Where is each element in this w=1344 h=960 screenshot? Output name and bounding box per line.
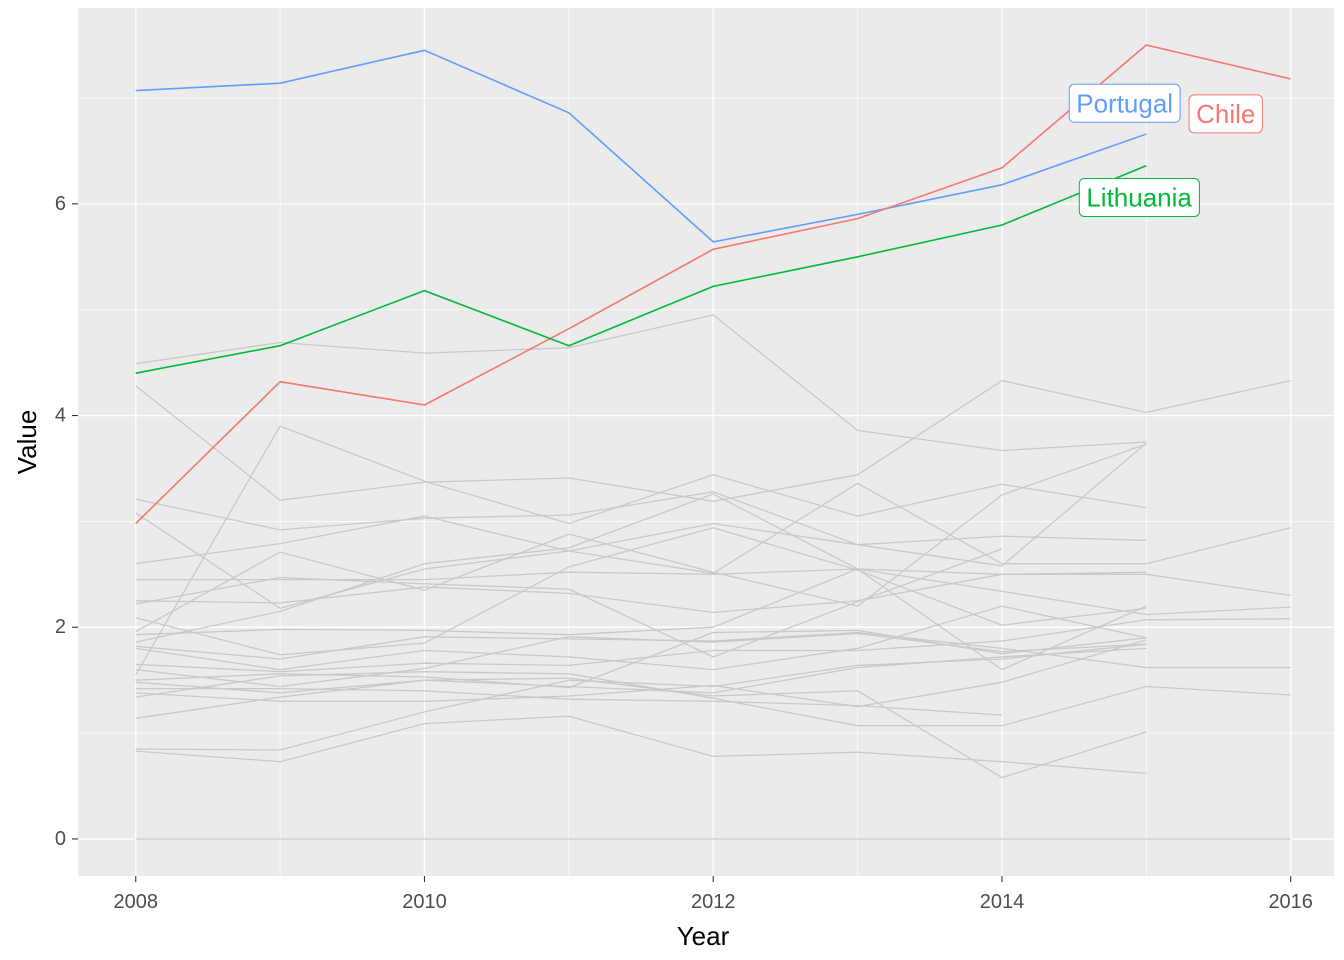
background-series-line [135, 632, 1147, 688]
background-series-line [135, 677, 1147, 779]
minor-gridlines [78, 8, 1334, 876]
background-series-line [135, 493, 1147, 671]
series-label-portugal: Portugal [1068, 83, 1181, 123]
background-series-line [135, 425, 1147, 676]
plot-panel [78, 8, 1334, 876]
y-axis-title: Value [12, 410, 42, 475]
background-series-line [135, 629, 1147, 689]
background-series-line [135, 639, 1147, 708]
background-series-line [135, 605, 1147, 671]
background-series-line [135, 715, 1147, 774]
x-tick-label: 2012 [691, 891, 736, 913]
x-axis: 2008 2010 2012 2014 2016 [113, 876, 1313, 913]
background-series-lines [135, 314, 1291, 840]
x-tick-label: 2008 [113, 891, 158, 913]
y-tick-label: 0 [55, 828, 66, 850]
x-tick-label: 2014 [980, 891, 1025, 913]
x-tick-label: 2016 [1268, 891, 1313, 913]
background-series-line [135, 568, 1147, 581]
background-series-line [135, 442, 1147, 567]
background-series-line [135, 631, 1291, 669]
series-label-text: Portugal [1076, 88, 1173, 118]
background-series-line [135, 618, 1291, 673]
series-label-text: Lithuania [1086, 182, 1192, 212]
background-series-line [135, 512, 1147, 609]
background-series-line [135, 527, 1147, 656]
background-series-line [135, 671, 1291, 727]
background-series-line [135, 379, 1291, 502]
series-line-lithuania [135, 164, 1147, 374]
series-label-chile: Chile [1188, 94, 1263, 134]
series-line-portugal [135, 49, 1147, 243]
background-series-line [135, 687, 1003, 716]
background-series-line [135, 568, 1291, 636]
series-label-box [1068, 83, 1181, 123]
series-label-lithuania: Lithuania [1078, 177, 1200, 217]
background-series-line [135, 482, 1291, 574]
x-tick-label: 2010 [402, 891, 447, 913]
background-series-line [135, 314, 1147, 452]
background-series-line [135, 443, 1147, 633]
series-label-text: Chile [1196, 99, 1255, 129]
series-label-box [1188, 94, 1263, 134]
y-axis: 0 2 4 6 [55, 193, 78, 850]
series-labels: Portugal Chile Lithuania [1068, 83, 1263, 217]
background-series-line [135, 647, 1147, 694]
background-series-line [135, 643, 1147, 751]
background-series-line [135, 573, 1291, 614]
series-label-box [1078, 177, 1200, 217]
y-tick-label: 6 [55, 193, 66, 215]
y-tick-label: 2 [55, 616, 66, 638]
y-tick-label: 4 [55, 405, 66, 427]
x-axis-title: Year [677, 921, 730, 951]
background-series-line [135, 548, 1003, 658]
